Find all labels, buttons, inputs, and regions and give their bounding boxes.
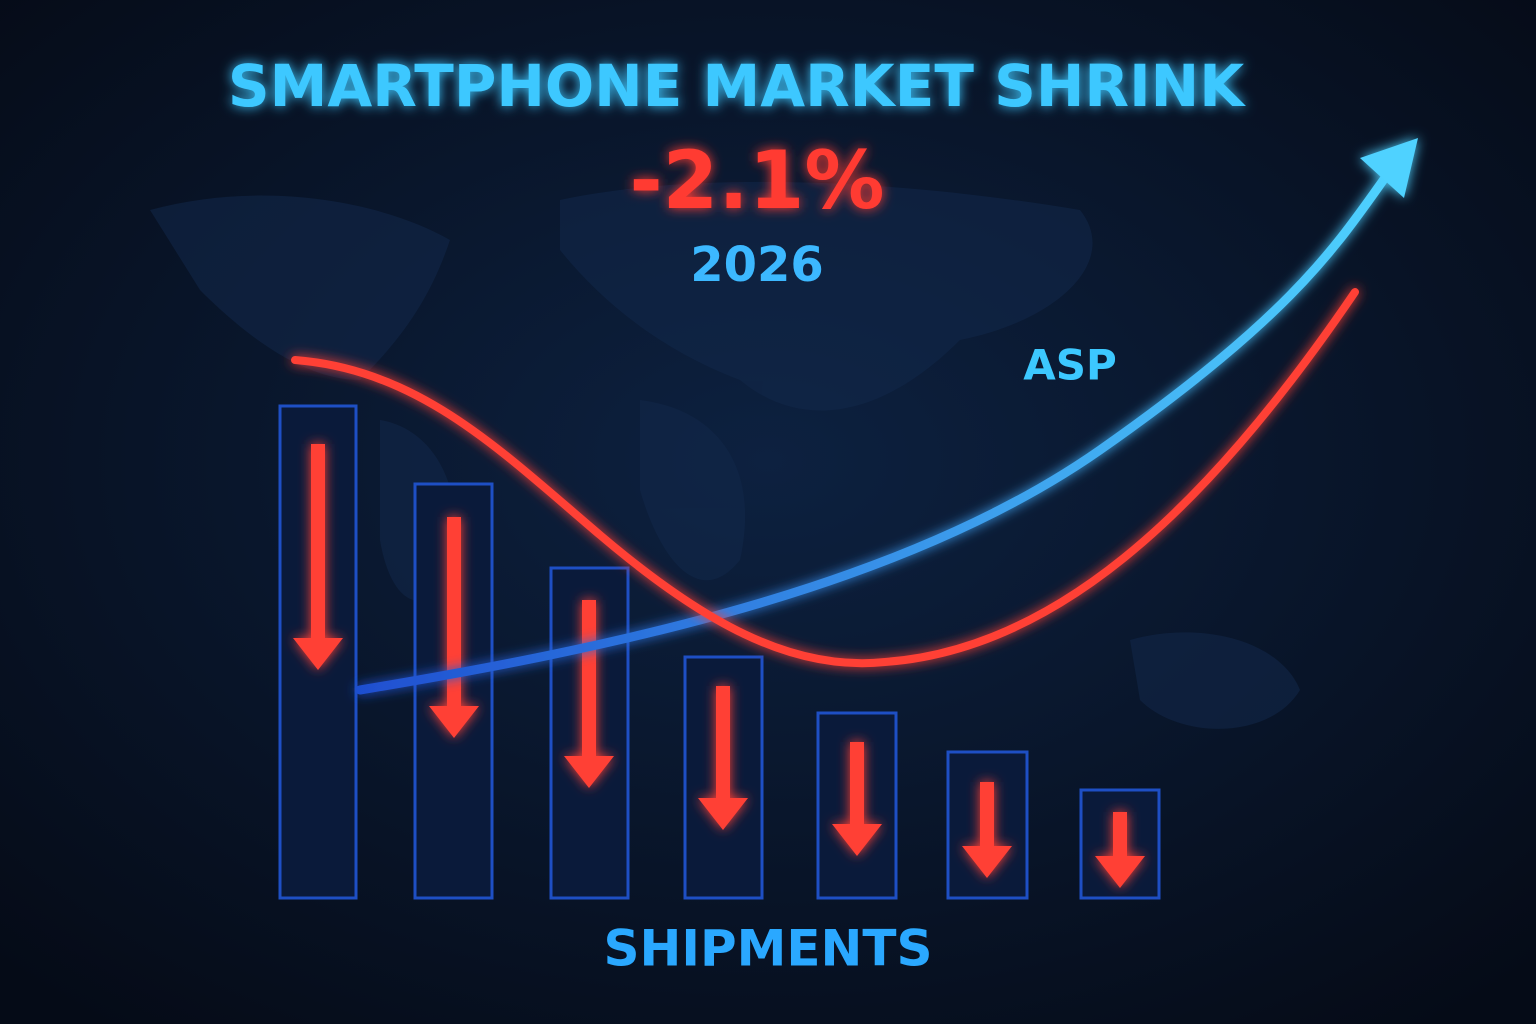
asp-line (355, 163, 1397, 695)
title: SMARTPHONE MARKET SHRINK (228, 52, 1246, 120)
shipments-label: SHIPMENTS (604, 920, 933, 978)
down-arrow (698, 686, 748, 830)
shipments-curve (291, 288, 1359, 668)
down-arrow (1095, 812, 1145, 888)
asp-label: ASP (1023, 341, 1117, 390)
year: 2026 (690, 237, 824, 293)
change: -2.1% (629, 134, 884, 227)
bars (278, 404, 1161, 900)
down-arrows (293, 444, 1145, 888)
down-arrow (564, 600, 614, 788)
down-arrow (962, 782, 1012, 878)
down-arrow (429, 517, 479, 738)
down-arrow (293, 444, 343, 670)
asp-curve (355, 138, 1418, 695)
down-arrow (832, 742, 882, 856)
asp-arrowhead (1360, 138, 1418, 198)
